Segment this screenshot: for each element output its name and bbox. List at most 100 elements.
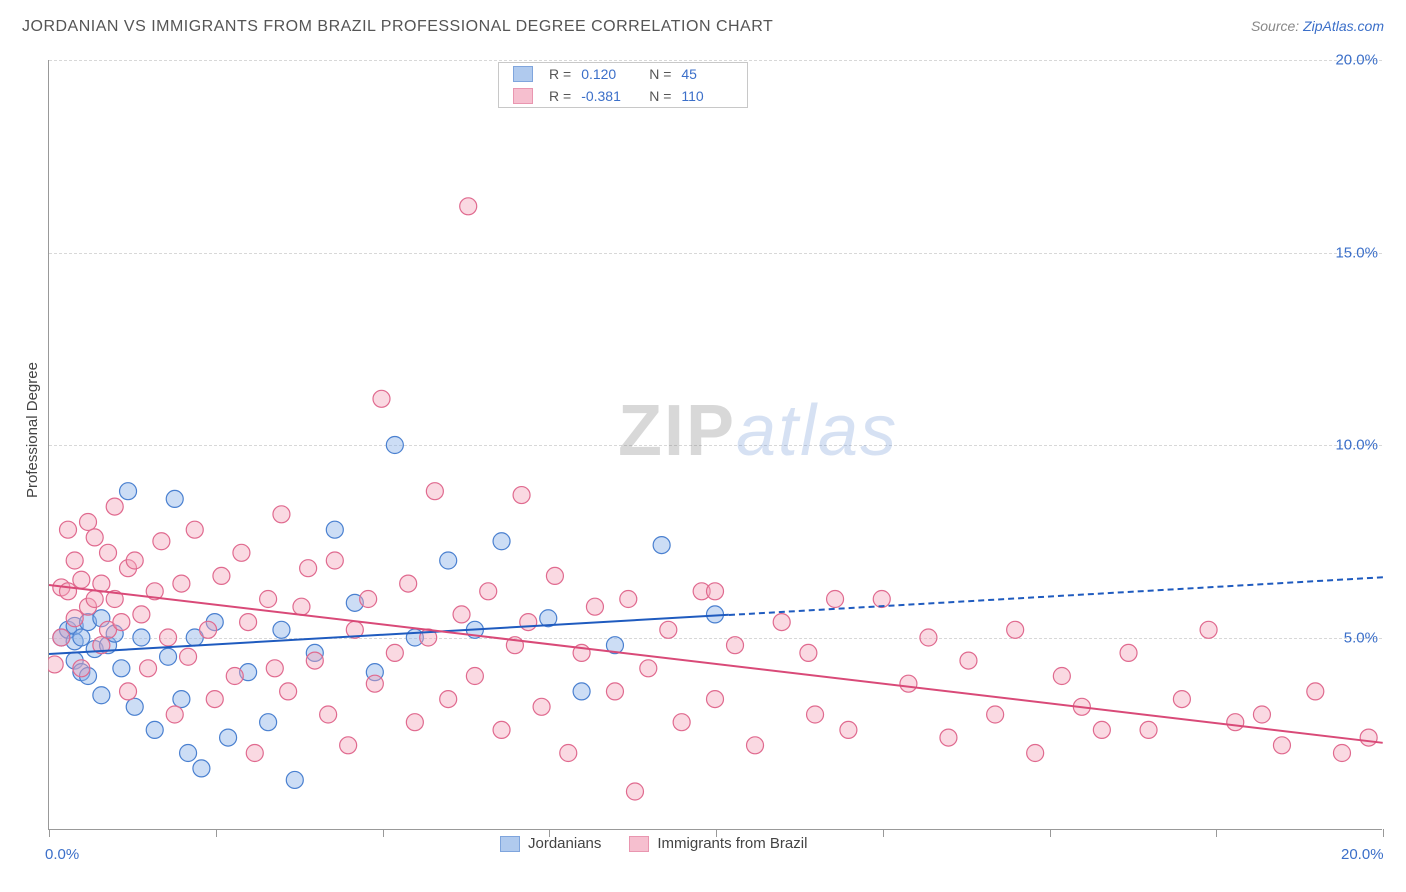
point-jordanians: [386, 437, 403, 454]
point-brazil: [200, 621, 217, 638]
x-tick: [883, 829, 884, 837]
r-value-brazil: -0.381: [581, 88, 633, 104]
point-brazil: [920, 629, 937, 646]
point-jordanians: [440, 552, 457, 569]
point-brazil: [360, 591, 377, 608]
point-jordanians: [326, 521, 343, 538]
legend-item-jordanians: Jordanians: [500, 835, 601, 852]
point-brazil: [1227, 714, 1244, 731]
point-brazil: [73, 571, 90, 588]
point-brazil: [100, 544, 117, 561]
point-brazil: [133, 606, 150, 623]
swatch-brazil: [513, 88, 533, 104]
point-jordanians: [193, 760, 210, 777]
point-brazil: [1273, 737, 1290, 754]
point-jordanians: [260, 714, 277, 731]
point-jordanians: [146, 721, 163, 738]
point-brazil: [140, 660, 157, 677]
point-brazil: [493, 721, 510, 738]
series-legend: Jordanians Immigrants from Brazil: [500, 835, 807, 852]
point-brazil: [60, 521, 77, 538]
stats-row-brazil: R =-0.381N =110: [499, 85, 747, 107]
point-brazil: [460, 198, 477, 215]
source-link[interactable]: ZipAtlas.com: [1303, 18, 1384, 34]
point-brazil: [707, 691, 724, 708]
point-brazil: [453, 606, 470, 623]
point-brazil: [513, 487, 530, 504]
swatch-jordanians: [500, 836, 520, 852]
point-brazil: [206, 691, 223, 708]
point-brazil: [273, 506, 290, 523]
point-brazil: [426, 483, 443, 500]
x-tick-label: 0.0%: [45, 846, 79, 863]
x-tick: [1050, 829, 1051, 837]
n-label: N =: [649, 88, 671, 104]
point-brazil: [640, 660, 657, 677]
point-brazil: [560, 745, 577, 762]
point-brazil: [160, 629, 177, 646]
point-brazil: [620, 591, 637, 608]
point-brazil: [1200, 621, 1217, 638]
legend-item-brazil: Immigrants from Brazil: [629, 835, 807, 852]
point-brazil: [827, 591, 844, 608]
stats-row-jordanians: R =0.120N =45: [499, 63, 747, 85]
point-jordanians: [573, 683, 590, 700]
point-brazil: [53, 629, 70, 646]
point-brazil: [153, 533, 170, 550]
point-jordanians: [120, 483, 137, 500]
x-tick: [1216, 829, 1217, 837]
point-brazil: [173, 575, 190, 592]
point-brazil: [533, 698, 550, 715]
point-jordanians: [173, 691, 190, 708]
point-brazil: [373, 390, 390, 407]
point-brazil: [66, 610, 83, 627]
point-brazil: [120, 683, 137, 700]
point-brazil: [1053, 668, 1070, 685]
chart-title: JORDANIAN VS IMMIGRANTS FROM BRAZIL PROF…: [22, 18, 773, 36]
point-brazil: [747, 737, 764, 754]
point-brazil: [300, 560, 317, 577]
point-brazil: [1333, 745, 1350, 762]
x-tick: [383, 829, 384, 837]
point-brazil: [900, 675, 917, 692]
point-brazil: [440, 691, 457, 708]
point-brazil: [1093, 721, 1110, 738]
point-jordanians: [653, 537, 670, 554]
point-brazil: [1173, 691, 1190, 708]
point-brazil: [1140, 721, 1157, 738]
n-value-brazil: 110: [681, 88, 733, 104]
point-brazil: [406, 714, 423, 731]
point-brazil: [673, 714, 690, 731]
source-attribution: Source: ZipAtlas.com: [1251, 18, 1384, 34]
point-brazil: [366, 675, 383, 692]
point-brazil: [606, 683, 623, 700]
n-label: N =: [649, 66, 671, 82]
point-jordanians: [166, 490, 183, 507]
point-brazil: [106, 498, 123, 515]
swatch-jordanians: [513, 66, 533, 82]
n-value-jordanians: 45: [681, 66, 733, 82]
point-brazil: [987, 706, 1004, 723]
point-brazil: [66, 552, 83, 569]
point-brazil: [1253, 706, 1270, 723]
point-brazil: [707, 583, 724, 600]
point-jordanians: [113, 660, 130, 677]
point-brazil: [800, 644, 817, 661]
x-tick: [1383, 829, 1384, 837]
point-jordanians: [493, 533, 510, 550]
point-brazil: [960, 652, 977, 669]
point-brazil: [166, 706, 183, 723]
x-tick: [216, 829, 217, 837]
point-brazil: [180, 648, 197, 665]
point-brazil: [386, 644, 403, 661]
point-brazil: [1307, 683, 1324, 700]
point-brazil: [807, 706, 824, 723]
point-brazil: [520, 614, 537, 631]
point-brazil: [113, 614, 130, 631]
point-jordanians: [180, 745, 197, 762]
point-jordanians: [93, 687, 110, 704]
point-brazil: [280, 683, 297, 700]
point-brazil: [480, 583, 497, 600]
point-jordanians: [286, 771, 303, 788]
stats-legend: R =0.120N =45R =-0.381N =110: [498, 62, 748, 108]
